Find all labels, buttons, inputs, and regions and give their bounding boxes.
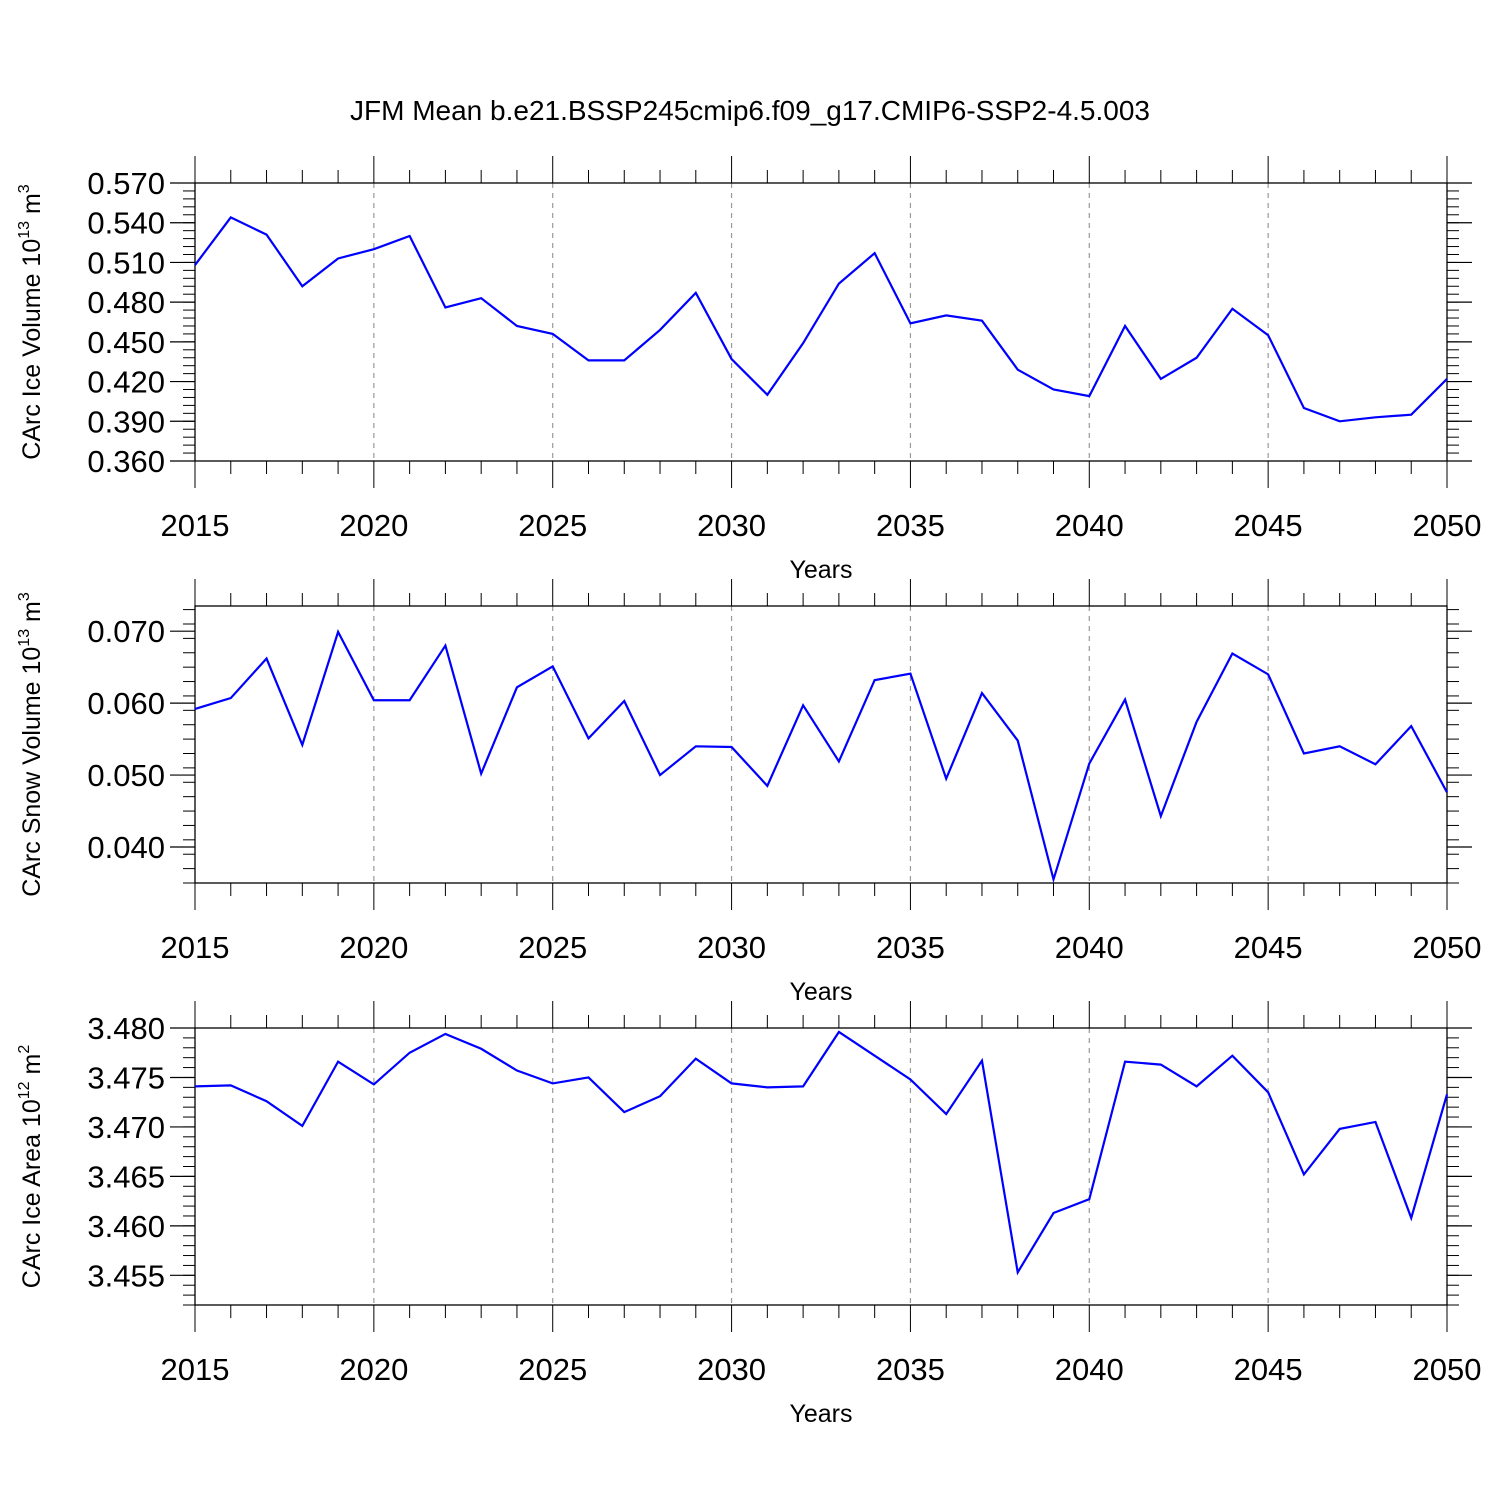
x-tick-label: 2050 bbox=[1413, 1352, 1482, 1387]
x-tick-label: 2020 bbox=[339, 930, 408, 965]
y-axis-label-unit: m bbox=[18, 1054, 46, 1082]
y-tick-label: 0.070 bbox=[87, 614, 165, 649]
y-tick-label: 3.480 bbox=[87, 1011, 165, 1046]
x-tick-label: 2045 bbox=[1234, 930, 1303, 965]
x-tick-label: 2045 bbox=[1234, 508, 1303, 543]
x-tick-label: 2035 bbox=[876, 1352, 945, 1387]
y-axis-label-unit-exponent: 3 bbox=[16, 184, 33, 193]
y-tick-label: 0.420 bbox=[87, 365, 165, 400]
y-axis-label: CArc Ice Volume 1013 m3 bbox=[16, 184, 46, 460]
y-tick-label: 3.470 bbox=[87, 1110, 165, 1145]
y-axis-label-exponent: 13 bbox=[16, 221, 33, 239]
x-axis-label: Years bbox=[789, 1400, 852, 1428]
x-tick-label: 2025 bbox=[518, 1352, 587, 1387]
x-tick-label: 2050 bbox=[1413, 930, 1482, 965]
x-tick-label: 2030 bbox=[697, 930, 766, 965]
x-tick-label: 2015 bbox=[161, 508, 230, 543]
y-tick-label: 3.475 bbox=[87, 1060, 165, 1095]
y-axis-label: CArc Snow Volume 1013 m3 bbox=[16, 592, 46, 897]
y-tick-label: 0.060 bbox=[87, 686, 165, 721]
y-axis-label-unit: m bbox=[18, 193, 46, 221]
y-tick-label: 0.540 bbox=[87, 206, 165, 241]
x-tick-label: 2020 bbox=[339, 508, 408, 543]
x-tick-label: 2035 bbox=[876, 930, 945, 965]
y-tick-label: 0.570 bbox=[87, 166, 165, 201]
y-axis-label-text: CArc Snow Volume 10 bbox=[18, 647, 46, 897]
y-tick-label: 0.510 bbox=[87, 245, 165, 280]
x-tick-label: 2040 bbox=[1055, 508, 1124, 543]
panels: 0.360 0.390 0.420 0.450 0.480 0.510 0.540 0.570… bbox=[16, 156, 1481, 1428]
x-axis-label: Years bbox=[789, 556, 852, 584]
x-tick-label: 2030 bbox=[697, 508, 766, 543]
x-tick-label: 2015 bbox=[161, 930, 230, 965]
y-tick-label: 0.450 bbox=[87, 325, 165, 360]
y-axis-label: CArc Ice Area 1012 m2 bbox=[16, 1045, 46, 1289]
panel-1: 0.360 0.390 0.420 0.450 0.480 0.510 0.540 0.570… bbox=[16, 156, 1481, 584]
plot-frame bbox=[194, 182, 1448, 462]
y-tick-label: 3.460 bbox=[87, 1209, 165, 1244]
y-tick-label: 0.050 bbox=[87, 758, 165, 793]
x-tick-label: 2025 bbox=[518, 930, 587, 965]
chart-title: JFM Mean b.e21.BSSP245cmip6.f09_g17.CMIP… bbox=[350, 95, 1150, 126]
y-tick-label: 3.465 bbox=[87, 1159, 165, 1194]
y-axis-label-exponent: 13 bbox=[16, 629, 33, 647]
y-tick-label: 0.480 bbox=[87, 285, 165, 320]
x-tick-label: 2035 bbox=[876, 508, 945, 543]
y-axis-label-unit-exponent: 2 bbox=[16, 1045, 33, 1054]
x-tick-label: 2045 bbox=[1234, 1352, 1303, 1387]
plot-frame bbox=[194, 605, 1448, 884]
y-axis-label-exponent: 12 bbox=[16, 1081, 33, 1099]
x-tick-label: 2020 bbox=[339, 1352, 408, 1387]
y-tick-label: 3.455 bbox=[87, 1258, 165, 1293]
x-tick-label: 2050 bbox=[1413, 508, 1482, 543]
x-tick-label: 2030 bbox=[697, 1352, 766, 1387]
series-line-1 bbox=[194, 629, 1448, 884]
panel-3: 3.455 3.460 3.465 3.470 3.475 3.480 2015 2020 20… bbox=[16, 1001, 1481, 1428]
y-axis-label-text: CArc Ice Area 10 bbox=[18, 1099, 46, 1288]
plot-frame bbox=[194, 1027, 1448, 1306]
y-axis-label-unit: m bbox=[18, 601, 46, 629]
y-axis-label-unit-exponent: 3 bbox=[16, 592, 33, 601]
x-tick-label: 2040 bbox=[1055, 930, 1124, 965]
series-line-1 bbox=[194, 1030, 1449, 1276]
y-tick-label: 0.390 bbox=[87, 404, 165, 439]
y-tick-label: 0.040 bbox=[87, 830, 165, 865]
panel-2: 0.040 0.050 0.060 0.070 2015 2020 2025 2030 2035… bbox=[16, 579, 1481, 1006]
series-line-1 bbox=[194, 216, 1448, 423]
x-tick-label: 2040 bbox=[1055, 1352, 1124, 1387]
x-tick-label: 2015 bbox=[161, 1352, 230, 1387]
x-tick-label: 2025 bbox=[518, 508, 587, 543]
x-axis-label: Years bbox=[789, 978, 852, 1006]
y-axis-label-text: CArc Ice Volume 10 bbox=[18, 239, 46, 460]
y-tick-label: 0.360 bbox=[87, 444, 165, 479]
